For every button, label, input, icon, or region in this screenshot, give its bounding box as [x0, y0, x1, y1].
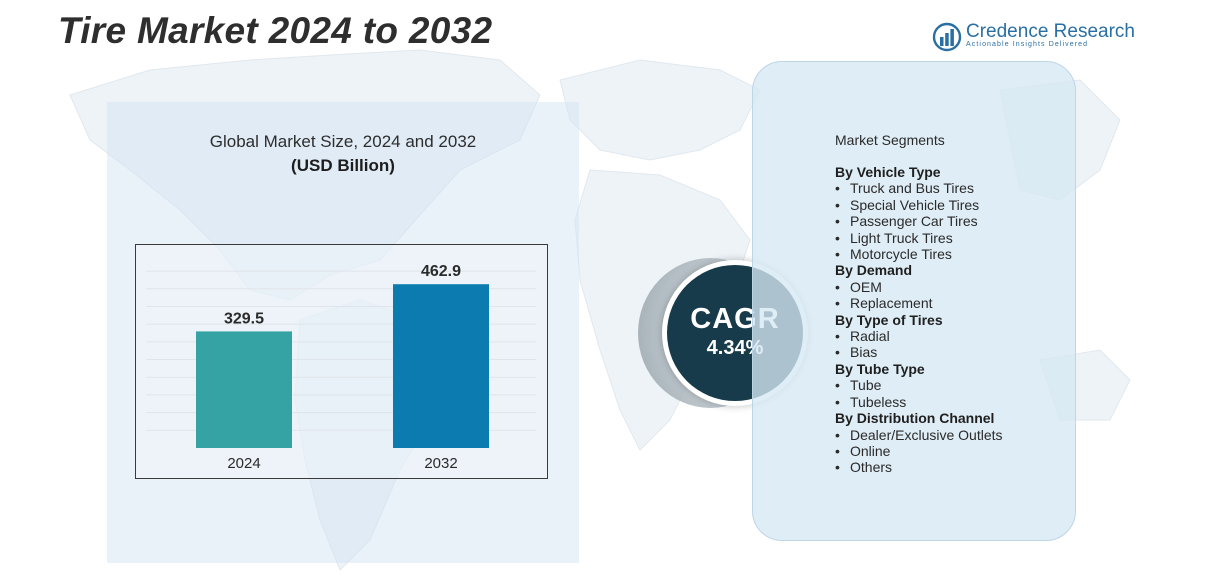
bar-value-label: 329.5	[224, 310, 264, 327]
bar-2032	[393, 284, 489, 448]
brand-tagline: Actionable Insights Delivered	[966, 41, 1089, 48]
chart-unit-label: (USD Billion)	[291, 156, 395, 175]
segment-item: Truck and Bus Tires	[835, 180, 1075, 197]
cagr-value: 4.34%	[706, 337, 764, 359]
segment-item: Others	[835, 459, 1075, 476]
segment-item: Dealer/Exclusive Outlets	[835, 427, 1075, 444]
segment-group-title: By Demand	[835, 262, 913, 279]
brand-logo: Credence Research Actionable Insights De…	[932, 21, 1135, 54]
segment-group-title: By Distribution Channel	[835, 410, 995, 427]
bar-chart-logo-icon	[932, 22, 962, 52]
x-tick-label: 2024	[227, 455, 260, 472]
segment-item: Radial	[835, 328, 1075, 345]
segments-list: By Vehicle TypeTruck and Bus TiresSpecia…	[835, 164, 1075, 476]
segments-heading: Market Segments	[835, 132, 945, 148]
market-segments-panel: Market Segments By Vehicle TypeTruck and…	[752, 61, 1076, 541]
segment-group-title: By Tube Type	[835, 360, 925, 377]
segment-item: Bias	[835, 344, 1075, 361]
bar-value-label: 462.9	[421, 263, 461, 280]
brand-name: Credence Research	[966, 21, 1135, 42]
bar-chart-frame: 329.5 2024 462.9 2032	[135, 244, 548, 479]
page-title: Tire Market 2024 to 2032	[58, 10, 493, 51]
segment-group-title: By Vehicle Type	[835, 164, 941, 180]
bar-2024	[196, 331, 292, 448]
segment-group-title: By Type of Tires	[835, 311, 943, 328]
segment-item: Tubeless	[835, 394, 1075, 411]
segment-item: OEM	[835, 279, 1075, 296]
segment-item: Passenger Car Tires	[835, 213, 1075, 230]
segment-item: Tube	[835, 377, 1075, 394]
chart-title: Global Market Size, 2024 and 2032	[209, 132, 477, 151]
segment-item: Replacement	[835, 295, 1075, 312]
segment-item: Light Truck Tires	[835, 230, 1075, 247]
segment-item: Special Vehicle Tires	[835, 197, 1075, 214]
x-tick-label: 2032	[424, 455, 457, 472]
segment-item: Online	[835, 443, 1075, 460]
segment-item: Motorcycle Tires	[835, 246, 1075, 263]
bar-chart: 329.5 2024 462.9 2032	[146, 263, 536, 472]
